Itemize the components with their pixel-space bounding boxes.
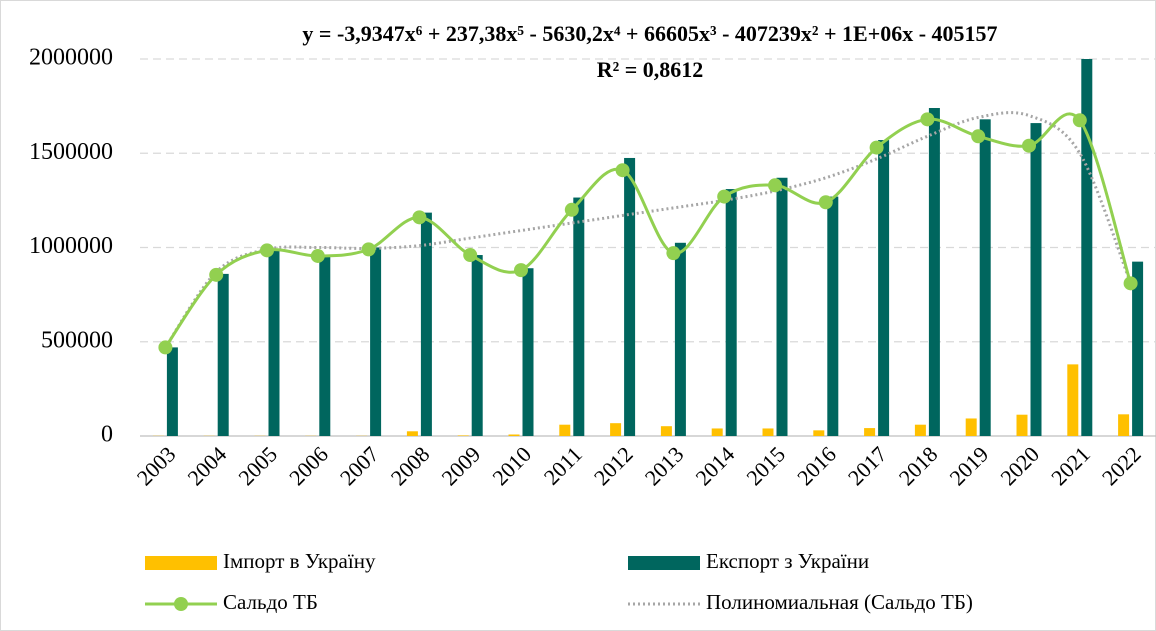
bar [1118, 414, 1130, 436]
trendline [164, 111, 1132, 349]
line-marker [818, 195, 833, 210]
bar [457, 435, 469, 436]
bar [1067, 364, 1079, 436]
bar [573, 197, 585, 436]
y-tick-label: 2000000 [29, 45, 113, 71]
bar [827, 196, 839, 436]
line-marker [920, 112, 935, 127]
bar [813, 430, 825, 436]
bar [660, 426, 672, 436]
line-marker [768, 178, 782, 193]
legend-label: Сальдо ТБ [223, 590, 318, 614]
y-tick-label: 500000 [41, 327, 113, 353]
line-marker [1022, 138, 1036, 153]
bar [711, 428, 723, 436]
legend-swatch [628, 556, 700, 570]
line-marker [463, 248, 478, 263]
bar [965, 418, 977, 436]
line-marker [1123, 276, 1138, 291]
legend-label: Експорт з України [706, 549, 869, 573]
bar [559, 424, 571, 436]
bar [1081, 59, 1093, 436]
line-marker [412, 210, 427, 225]
bar [508, 434, 520, 436]
legend-marker [174, 597, 188, 611]
bar [725, 189, 737, 436]
line-marker [717, 189, 732, 204]
bar [776, 177, 788, 436]
y-tick-label: 1000000 [29, 233, 113, 259]
bar [762, 428, 774, 436]
chart-title: y = -3,9347x⁶ + 237,38x⁵ - 5630,2x⁴ + 66… [302, 21, 997, 46]
legend-label: Імпорт в Україну [223, 549, 376, 573]
legend-label: Полиномиальная (Сальдо ТБ) [706, 590, 973, 614]
line-marker [361, 242, 376, 257]
bar [471, 255, 483, 436]
bar [674, 242, 686, 436]
bar [319, 255, 331, 436]
line-marker [158, 340, 173, 355]
line-marker [615, 163, 630, 178]
legend-swatch [145, 556, 217, 570]
y-tick-label: 1500000 [29, 139, 113, 165]
chart-subtitle: R² = 0,8612 [597, 57, 704, 82]
bar [878, 140, 890, 436]
bar [928, 108, 940, 436]
bar [420, 212, 432, 436]
bar [522, 268, 534, 436]
line-marker [564, 202, 579, 217]
bar [406, 431, 418, 436]
line-marker [1072, 113, 1087, 128]
line-marker [666, 246, 681, 261]
line-marker [869, 140, 884, 155]
bar [1016, 414, 1028, 436]
line [164, 112, 1133, 349]
bar [268, 249, 280, 436]
bar [1132, 261, 1144, 436]
line-marker [310, 248, 325, 263]
bar [610, 423, 622, 436]
bar [864, 428, 876, 436]
bar [1030, 123, 1042, 436]
line-marker [260, 243, 274, 258]
line-marker [971, 129, 986, 144]
bar [217, 273, 229, 436]
bar [166, 347, 178, 436]
line-marker [514, 263, 528, 278]
bar [370, 247, 382, 436]
bar [914, 424, 926, 436]
line-marker [209, 267, 224, 282]
bar [979, 119, 991, 436]
y-tick-label: 0 [101, 422, 113, 448]
bar [624, 157, 636, 436]
